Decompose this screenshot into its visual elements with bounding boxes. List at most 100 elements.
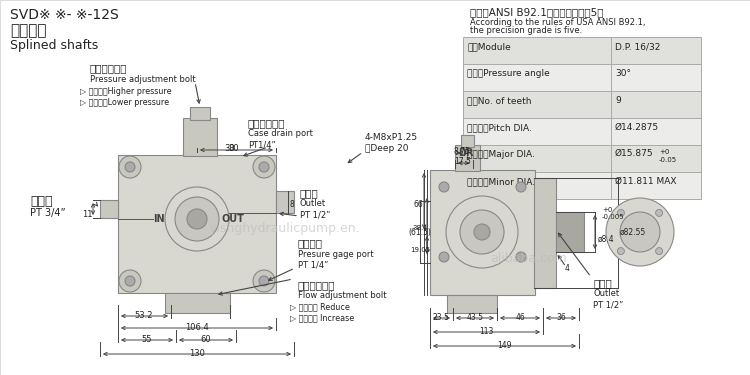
Circle shape (125, 276, 135, 286)
Text: 節圓直徑Pitch DIA.: 節圓直徑Pitch DIA. (467, 123, 532, 132)
Circle shape (617, 248, 625, 255)
Circle shape (656, 248, 662, 255)
Bar (463, 91, 701, 118)
Text: +0: +0 (602, 207, 612, 213)
Text: 模數Module: 模數Module (467, 42, 511, 51)
Text: 30: 30 (225, 144, 236, 153)
Bar (165, 293, 230, 313)
Circle shape (516, 252, 526, 262)
Circle shape (259, 276, 269, 286)
Text: PT 1/4”: PT 1/4” (298, 261, 328, 270)
Text: 4-M8xP1.25: 4-M8xP1.25 (365, 133, 419, 142)
Circle shape (253, 270, 275, 292)
Bar (463, 145, 701, 172)
Text: 最大直徑Major DIA.: 最大直徑Major DIA. (467, 150, 535, 159)
Bar (461, 135, 474, 147)
Text: PT 3/4”: PT 3/4” (30, 208, 66, 218)
Text: ø82.55: ø82.55 (620, 228, 646, 237)
Text: ▷ 降低壓力Lower pressure: ▷ 降低壓力Lower pressure (80, 98, 170, 107)
Text: 23.5: 23.5 (433, 313, 449, 322)
Bar (100, 200, 118, 218)
Text: -0.05: -0.05 (659, 157, 677, 163)
Text: 130: 130 (189, 349, 205, 358)
Text: Outlet: Outlet (300, 199, 326, 208)
Text: 壓力計口: 壓力計口 (298, 238, 323, 248)
Text: ▷ 提升壓力Higher pressure: ▷ 提升壓力Higher pressure (80, 87, 172, 96)
Bar (455, 145, 480, 171)
Text: 46: 46 (515, 313, 525, 322)
Text: 66: 66 (413, 200, 423, 209)
Text: 壓力調整螺旋: 壓力調整螺旋 (90, 63, 128, 73)
Text: According to the rules of USA ANSI B92.1,: According to the rules of USA ANSI B92.1… (470, 18, 646, 27)
Circle shape (175, 197, 219, 241)
Text: 17.5: 17.5 (454, 157, 472, 166)
Text: Case drain port: Case drain port (248, 129, 313, 138)
Text: Ø15.875: Ø15.875 (615, 149, 653, 158)
Circle shape (620, 212, 660, 252)
Bar (183, 118, 217, 156)
Text: -0.005: -0.005 (602, 214, 625, 220)
Circle shape (439, 252, 449, 262)
Text: (61.5): (61.5) (408, 228, 430, 237)
Text: Ø14.2875: Ø14.2875 (615, 123, 659, 132)
Circle shape (439, 182, 449, 192)
Text: OUT: OUT (222, 214, 245, 224)
Bar (534, 178, 556, 288)
Text: 30: 30 (229, 144, 239, 153)
Text: 38.1: 38.1 (413, 225, 428, 231)
Bar (556, 212, 584, 252)
Text: 36: 36 (556, 313, 566, 322)
Bar (118, 155, 276, 293)
Text: 9: 9 (615, 96, 621, 105)
Text: Splined shafts: Splined shafts (10, 39, 98, 52)
Text: PT 1/2”: PT 1/2” (593, 300, 623, 309)
Bar (463, 64, 701, 91)
Text: 最小直徑Minor DIA.: 最小直徑Minor DIA. (467, 177, 536, 186)
Text: Presure gage port: Presure gage port (298, 250, 374, 259)
Text: 19.05: 19.05 (410, 247, 430, 253)
Circle shape (446, 196, 518, 268)
Bar (190, 107, 210, 120)
Text: Outlet: Outlet (593, 289, 619, 298)
Text: the precision grade is five.: the precision grade is five. (470, 26, 582, 35)
Text: 53.2: 53.2 (135, 311, 153, 320)
Bar (430, 170, 535, 295)
Text: 齒數No. of teeth: 齒數No. of teeth (467, 96, 532, 105)
Text: 113: 113 (478, 327, 494, 336)
Text: 8.75: 8.75 (454, 147, 470, 156)
Circle shape (656, 209, 662, 216)
Text: PT1/4”: PT1/4” (248, 140, 276, 149)
Text: DR: DR (458, 148, 473, 158)
Bar (447, 295, 497, 313)
Circle shape (606, 198, 674, 266)
Text: D.P. 16/32: D.P. 16/32 (615, 42, 660, 51)
Circle shape (187, 209, 207, 229)
Text: Flow adjustment bolt: Flow adjustment bolt (298, 291, 386, 300)
Circle shape (125, 162, 135, 172)
Text: 149: 149 (496, 341, 512, 350)
Text: Pressure adjustment bolt: Pressure adjustment bolt (90, 75, 196, 84)
Text: Ø11.811 MAX: Ø11.811 MAX (615, 177, 676, 186)
Circle shape (165, 187, 229, 251)
Text: 花鍵主軸: 花鍵主軸 (10, 23, 46, 38)
Text: IN: IN (153, 214, 165, 224)
Text: ▷ 增加流量 Increase: ▷ 增加流量 Increase (290, 313, 354, 322)
Text: 壓力角Pressure angle: 壓力角Pressure angle (467, 69, 550, 78)
Circle shape (460, 210, 504, 254)
Text: 11: 11 (82, 210, 92, 219)
Text: 60: 60 (201, 335, 211, 344)
Text: 出油口: 出油口 (300, 188, 319, 198)
Text: 8: 8 (290, 200, 295, 209)
Text: alibaba.com: alibaba.com (490, 252, 567, 265)
Text: 4: 4 (565, 264, 570, 273)
Circle shape (617, 209, 625, 216)
Text: PT 1/2”: PT 1/2” (300, 210, 330, 219)
Text: 106.4: 106.4 (185, 323, 209, 332)
Bar (276, 191, 294, 213)
Text: +0: +0 (659, 149, 669, 155)
Circle shape (259, 162, 269, 172)
Text: SVD※ ※- ※-12S: SVD※ ※- ※-12S (10, 8, 118, 22)
Circle shape (119, 270, 141, 292)
Circle shape (253, 156, 275, 178)
Text: ø8.4: ø8.4 (598, 235, 615, 244)
